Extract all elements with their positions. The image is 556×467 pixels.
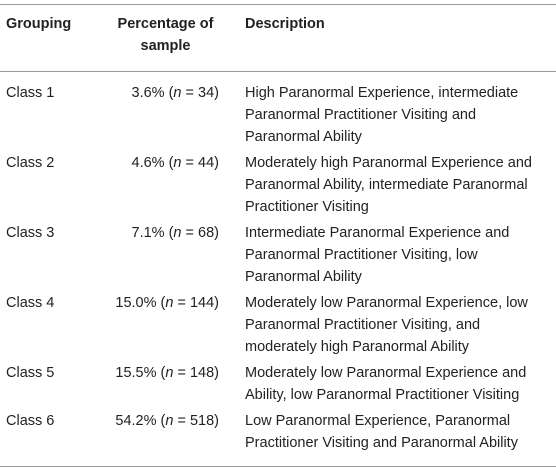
table-body: Class 1 3.6% (n = 34) High Paranormal Ex… [0,72,556,467]
cell-grouping: Class 3 [6,225,55,241]
table-row: Class 2 4.6% (n = 44) Moderately high Pa… [0,150,556,220]
pct-value: 15.0% [115,295,157,311]
cell-percentage: 7.1% (n = 68) [131,225,220,241]
n-label: n [165,365,174,381]
n-label: n [165,295,174,311]
pct-value: 7.1% [131,225,165,241]
cell-description: Moderately low Paranormal Experience, lo… [245,295,528,355]
table-row: Class 1 3.6% (n = 34) High Paranormal Ex… [0,72,556,151]
n-label: n [173,155,182,171]
header-row: Grouping Percentage of sample Descriptio… [0,4,556,72]
n-label: n [173,225,182,241]
cell-description: Low Paranormal Experience, Paranormal Pr… [235,408,556,467]
table-row: Class 5 15.5% (n = 148) Moderately low P… [0,360,556,408]
n-value: = 518) [177,413,219,429]
cell-percentage: 15.0% (n = 144) [115,295,219,311]
cell-grouping: Class 6 [0,408,96,467]
cell-percentage: 15.5% (n = 148) [115,365,219,381]
cell-percentage: 4.6% (n = 44) [131,155,220,171]
n-label: n [173,85,182,101]
cell-grouping: Class 2 [6,155,55,171]
cell-percentage: 3.6% (n = 34) [131,85,220,101]
n-value: = 44) [185,155,219,171]
cell-percentage: 54.2% (n = 518) [96,408,235,467]
cell-grouping: Class 4 [6,295,55,311]
cell-grouping: Class 5 [6,365,55,381]
table-row: Class 4 15.0% (n = 144) Moderately low P… [0,290,556,360]
cell-description: High Paranormal Experience, intermediate… [245,85,519,145]
n-value: = 68) [185,225,219,241]
pct-value: 3.6% [131,85,165,101]
n-label: n [165,413,174,429]
pct-value: 54.2% [115,413,157,429]
cell-description: Intermediate Paranormal Experience and P… [245,225,510,285]
table-row: Class 3 7.1% (n = 68) Intermediate Paran… [0,220,556,290]
table-header: Grouping Percentage of sample Descriptio… [0,4,556,72]
header-grouping: Grouping [0,4,96,72]
class-table-container: Grouping Percentage of sample Descriptio… [0,4,556,467]
cell-description: Moderately low Paranormal Experience and… [245,365,527,403]
table-row: Class 6 54.2% (n = 518) Low Paranormal E… [0,408,556,467]
header-description: Description [235,4,556,72]
cell-grouping: Class 1 [6,85,55,101]
n-value: = 144) [177,295,219,311]
pct-value: 4.6% [131,155,165,171]
n-value: = 148) [177,365,219,381]
pct-value: 15.5% [115,365,157,381]
cell-description: Moderately high Paranormal Experience an… [245,155,532,215]
header-percentage: Percentage of sample [96,4,235,72]
n-value: = 34) [185,85,219,101]
latent-class-table: Grouping Percentage of sample Descriptio… [0,4,556,467]
